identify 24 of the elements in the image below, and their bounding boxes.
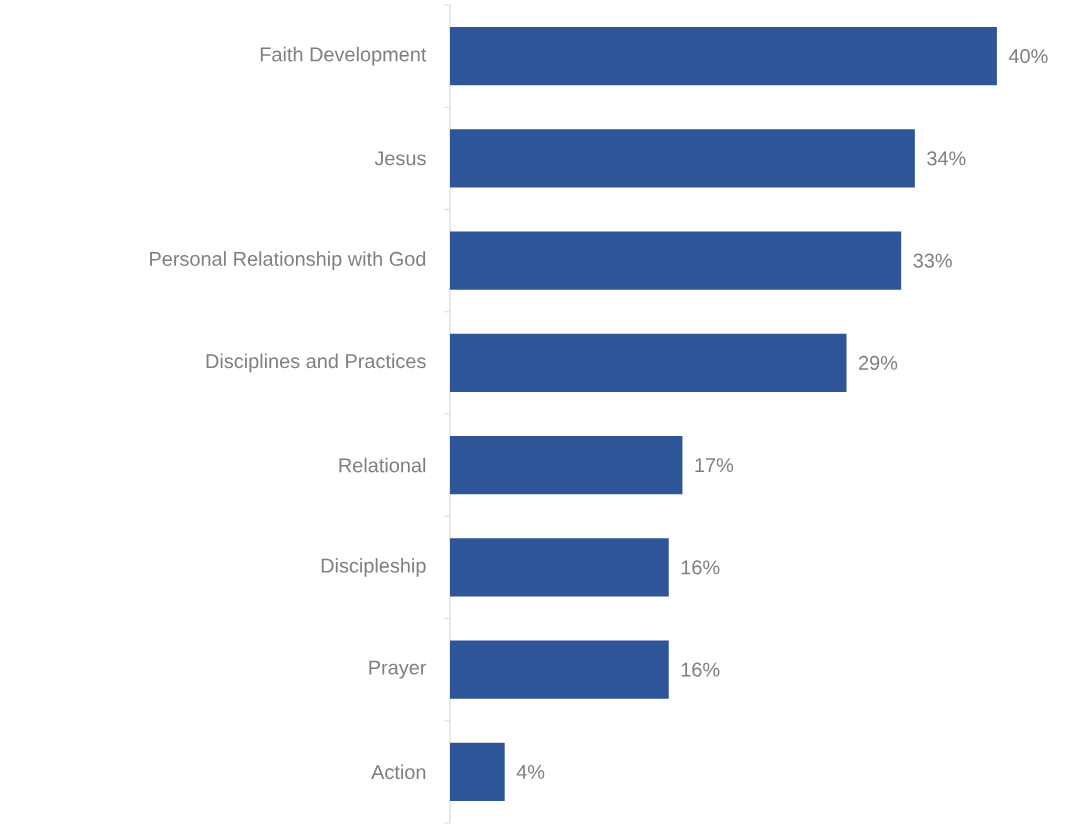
data-label: 4% bbox=[516, 764, 545, 779]
data-label: 16% bbox=[681, 662, 720, 677]
bar bbox=[450, 640, 669, 699]
data-label: 16% bbox=[681, 560, 720, 575]
bar bbox=[450, 26, 997, 86]
bar bbox=[450, 538, 669, 597]
data-label: 17% bbox=[695, 458, 734, 473]
bar bbox=[450, 231, 902, 290]
y-tick-label: Personal Relationship with God bbox=[150, 251, 426, 270]
bar bbox=[450, 129, 915, 188]
y-tick-label: Prayer bbox=[369, 660, 427, 679]
y-tick-label: Relational bbox=[339, 457, 426, 473]
y-tick-label: Faith Development bbox=[260, 46, 427, 66]
bar bbox=[450, 435, 683, 495]
data-label: 34% bbox=[927, 151, 966, 166]
y-tick-label: Action bbox=[371, 764, 426, 780]
data-label: 29% bbox=[859, 355, 898, 370]
y-tick-label: Discipleship bbox=[321, 558, 426, 577]
y-tick-label: Disciplines and Practices bbox=[206, 353, 426, 373]
data-label: 33% bbox=[913, 253, 952, 268]
y-tick-label: Jesus bbox=[374, 151, 426, 166]
bar bbox=[450, 333, 847, 393]
bar bbox=[450, 742, 505, 802]
data-label: 40% bbox=[1008, 49, 1048, 64]
